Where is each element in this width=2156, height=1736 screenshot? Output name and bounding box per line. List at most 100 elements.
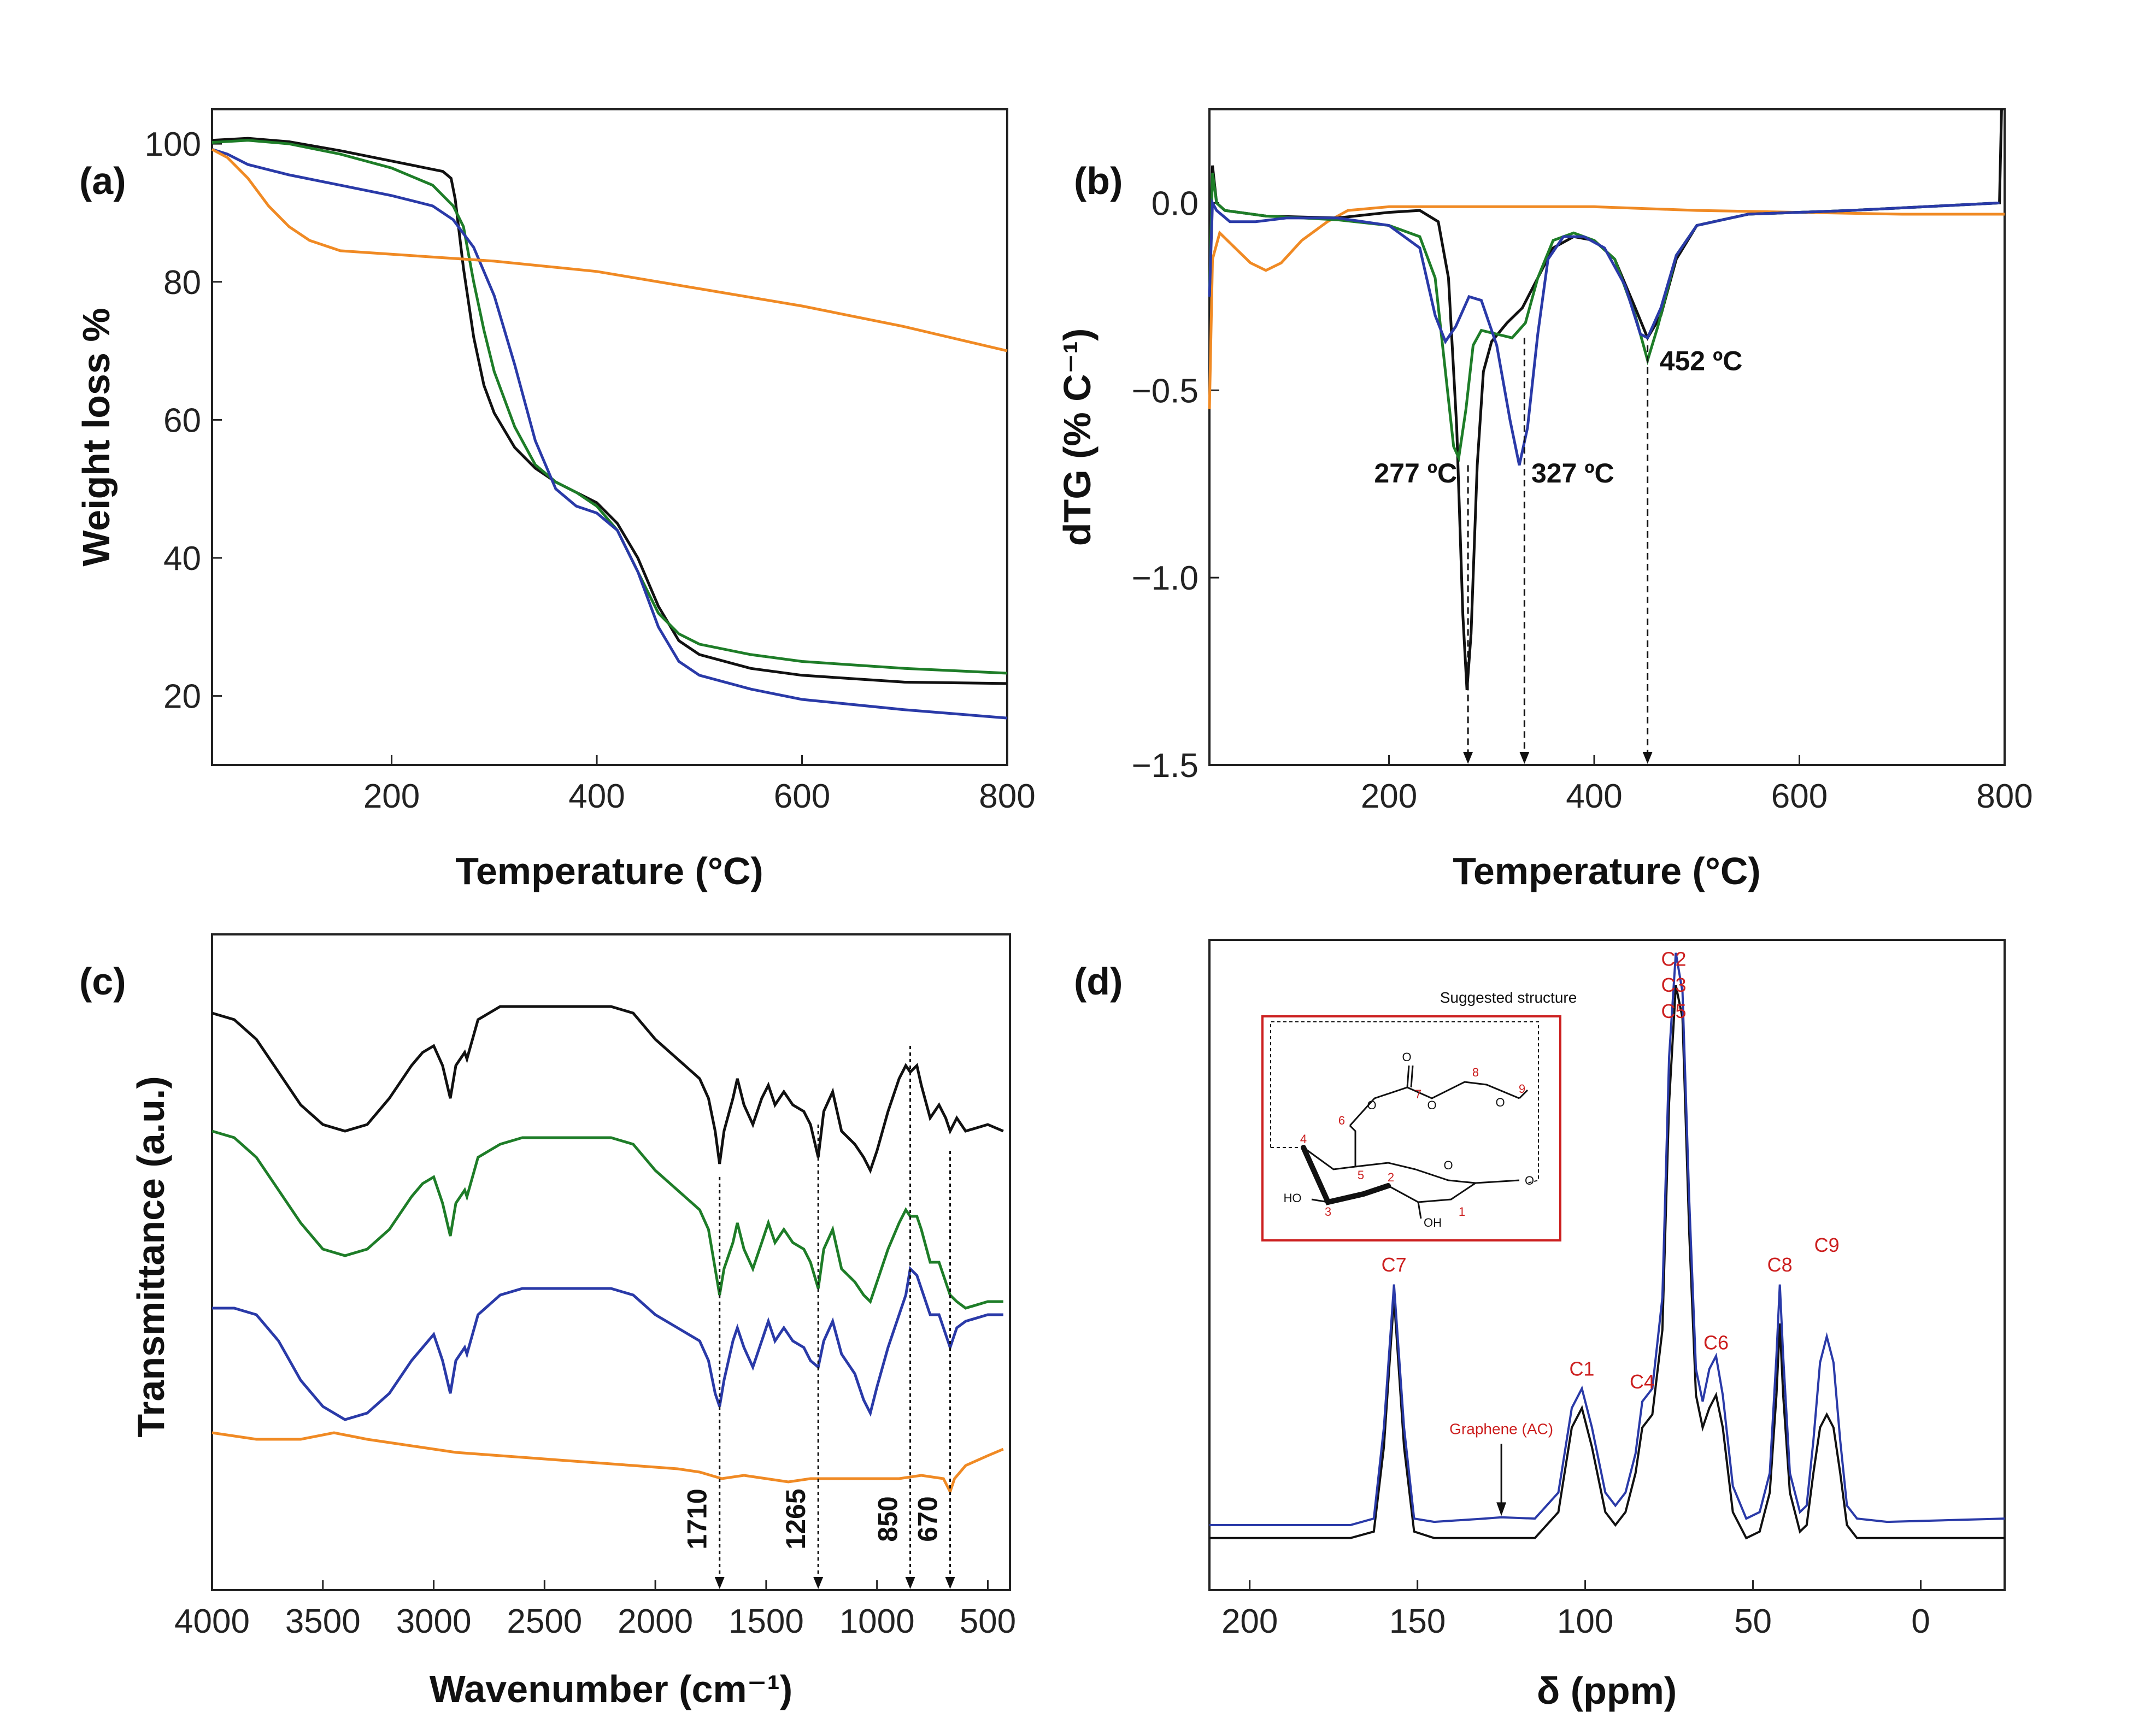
panel-b-label: (b) (1074, 160, 1123, 202)
atom-oh: OH (1424, 1216, 1442, 1229)
panel-a-frame (211, 108, 1008, 766)
panel-c-label: (c) (79, 960, 126, 1003)
atom-num-3: 3 (1325, 1205, 1331, 1219)
ring-bond-ho (1311, 1198, 1329, 1203)
panel-d: (d) 200 150 100 50 0 C7 C1 C4 C6 C8 C9 C2 C3… (1074, 939, 2006, 1712)
peak-label-c9: C9 (1814, 1234, 1840, 1256)
panel-a-label: (a) (79, 160, 126, 202)
series-blue-a (212, 148, 1008, 720)
y-tick-label: −0.5 (1132, 372, 1199, 410)
peak-label-277: 277 ºC (1374, 458, 1457, 489)
panel-a-xlabel: Temperature (°C) (455, 850, 763, 892)
panel-c-peak-markers (714, 1046, 955, 1589)
panel-c-series (212, 1005, 1004, 1496)
panel-c-frame (211, 933, 1011, 1591)
x-tick-label: 600 (1771, 778, 1828, 815)
x-tick-label: 2000 (618, 1603, 693, 1640)
chain-bond-6 (1349, 1125, 1356, 1167)
peak-marker-arrow (1463, 752, 1473, 764)
panel-a-series (211, 137, 1008, 720)
x-tick-label: 500 (960, 1603, 1016, 1640)
panel-b-frame (1208, 108, 2006, 766)
wavenumber-label-1265: 1265 (780, 1488, 811, 1549)
panel-b-xlabel: Temperature (°C) (1453, 850, 1760, 892)
series-black-d (1209, 985, 2005, 1540)
peak-label-c4: C4 (1630, 1370, 1655, 1393)
atom-num-1: 1 (1459, 1205, 1465, 1219)
series-blue-c (212, 1266, 1003, 1421)
peak-label-327: 327 ºC (1531, 458, 1614, 489)
atom-ho: HO (1284, 1191, 1302, 1205)
inset-dashed-link (1270, 1021, 1539, 1184)
x-tick-label: 150 (1389, 1603, 1446, 1640)
x-tick-label: 200 (1221, 1603, 1278, 1640)
wavenumber-label-670: 670 (913, 1496, 943, 1541)
x-tick-label: 0 (1911, 1603, 1930, 1640)
peak-marker-arrow (1519, 752, 1530, 764)
inset-title: Suggested structure (1440, 989, 1577, 1006)
peak-marker-arrow (945, 1577, 955, 1589)
series-black-b (1208, 109, 2003, 691)
atom-num-8: 8 (1472, 1066, 1479, 1079)
atom-num-4: 4 (1300, 1132, 1307, 1146)
ring-bond-o5 (1415, 1168, 1476, 1184)
x-tick-label: 3000 (396, 1603, 472, 1640)
ring-bond-o1 (1475, 1179, 1520, 1184)
y-tick-label: 80 (163, 264, 201, 302)
y-tick-label: 100 (145, 126, 201, 163)
atom-o-ring: O (1443, 1158, 1453, 1172)
peak-label-c7: C7 (1382, 1254, 1407, 1276)
panel-c-xlabel: Wavenumber (cm⁻¹) (430, 1668, 792, 1710)
panel-d-label: (d) (1074, 960, 1123, 1003)
series-black-a (212, 137, 1008, 685)
ring-bond-oh (1417, 1202, 1422, 1219)
ring-bond-front2 (1388, 1182, 1476, 1203)
peak-marker-arrow (714, 1577, 725, 1589)
chain-end (1518, 1089, 1529, 1099)
ring-bond-back2 (1355, 1162, 1416, 1170)
panel-b-ticks: 200 400 600 800 0.0 −0.5 −1.0 −1.5 (1132, 185, 2033, 815)
wavenumber-label-1710: 1710 (682, 1488, 713, 1549)
y-tick-label: 60 (163, 402, 201, 439)
panel-c-ylabel: Transmittance (a.u.) (130, 1076, 172, 1437)
panel-a-ylabel: Weight loss % (75, 308, 118, 566)
panel-b-peak-markers (1463, 338, 1653, 764)
x-tick-label: 200 (1361, 778, 1417, 815)
atom-num-9: 9 (1519, 1082, 1525, 1096)
x-tick-label: 1500 (729, 1603, 804, 1640)
panel-a-ticks: 200 400 600 800 20 40 60 80 100 (145, 126, 1036, 815)
x-tick-label: 800 (1976, 778, 2032, 815)
panel-c: (c) 4000 3500 3000 2500 2000 1500 1000 500 1710… (79, 933, 1016, 1710)
x-tick-label: 1000 (839, 1603, 915, 1640)
x-tick-label: 2500 (507, 1603, 582, 1640)
y-tick-label: −1.5 (1132, 747, 1199, 785)
peak-marker-arrow (813, 1577, 824, 1589)
chain-bonds (1349, 1081, 1520, 1127)
panel-d-frame (1208, 939, 2006, 1591)
x-tick-label: 800 (979, 778, 1035, 815)
peak-label-c8: C8 (1767, 1254, 1793, 1276)
atom-o-glycosidic: O (1525, 1174, 1534, 1187)
atom-o-6: O (1367, 1098, 1376, 1112)
series-orange-a (211, 148, 1008, 352)
x-tick-label: 3500 (285, 1603, 361, 1640)
atom-num-5: 5 (1358, 1168, 1364, 1182)
graphene-arrow-head (1496, 1502, 1507, 1516)
peak-label-c5: C5 (1661, 1000, 1686, 1022)
wavenumber-label-850: 850 (873, 1496, 903, 1541)
panel-b-ylabel: dTG (% C⁻¹) (1056, 328, 1098, 546)
peak-label-c1: C1 (1569, 1357, 1594, 1380)
graphene-label: Graphene (AC) (1449, 1420, 1553, 1437)
x-tick-label: 400 (1566, 778, 1622, 815)
panel-d-ticks: 200 150 100 50 0 (1221, 1580, 1930, 1640)
y-tick-label: 0.0 (1152, 185, 1199, 222)
atom-num-6: 6 (1338, 1114, 1345, 1127)
panel-d-series (1209, 952, 2005, 1540)
y-tick-label: 20 (163, 678, 201, 716)
x-tick-label: 600 (774, 778, 830, 815)
inset-frame (1261, 1015, 1561, 1241)
panel-d-xlabel: δ (ppm) (1537, 1669, 1677, 1712)
series-green-b (1208, 173, 2000, 463)
x-tick-label: 50 (1734, 1603, 1772, 1640)
